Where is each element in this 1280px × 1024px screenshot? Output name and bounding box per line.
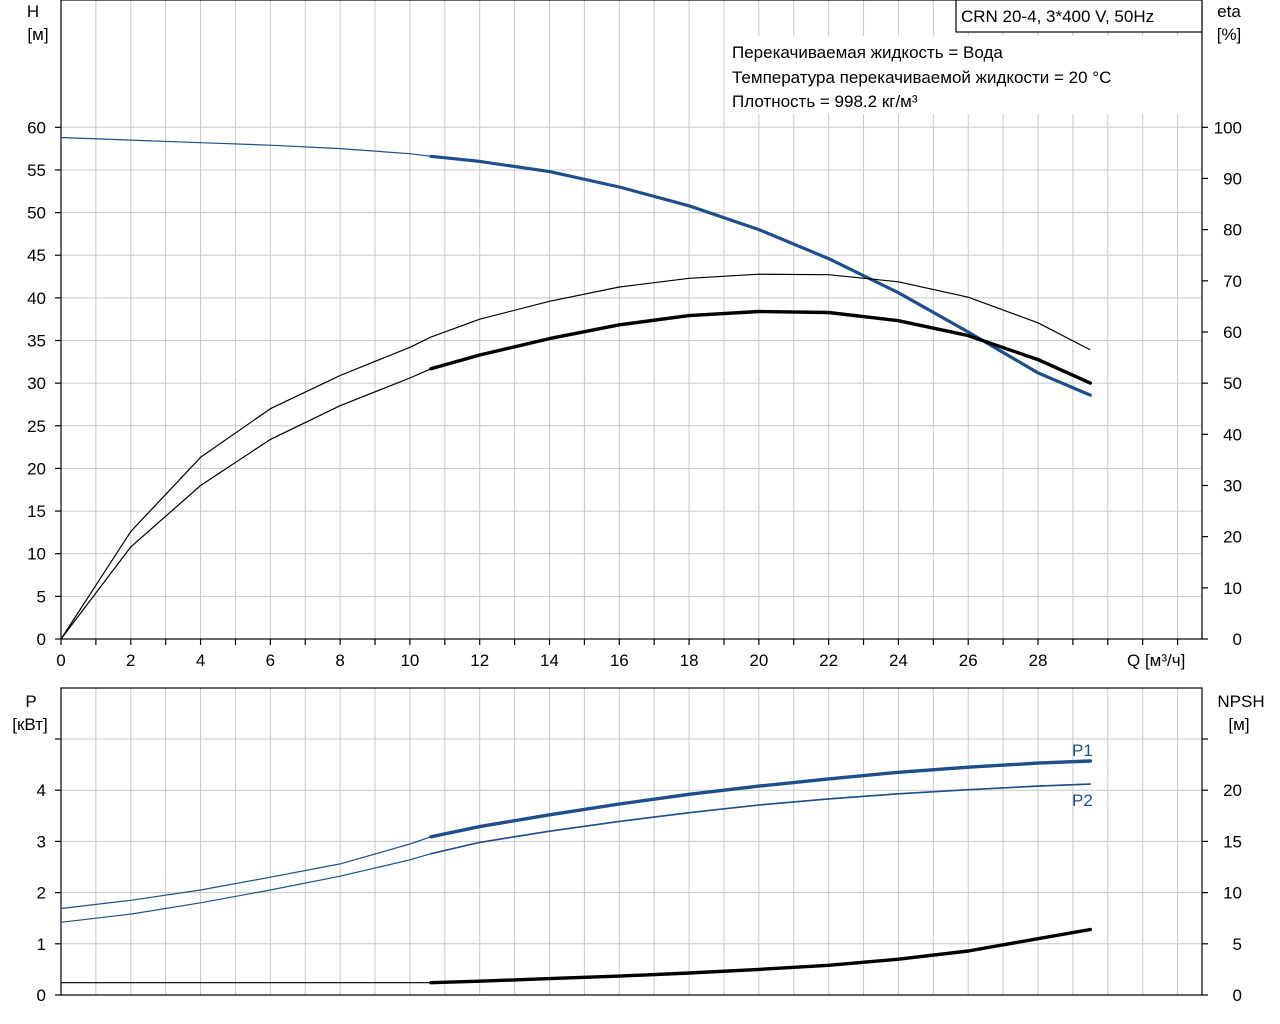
right-tick-label: 20 xyxy=(1223,528,1242,547)
x-tick-label: 12 xyxy=(470,651,489,670)
left-axis-label-bottom-1: P xyxy=(25,692,36,711)
x-tick-label: 20 xyxy=(749,651,768,670)
left-tick-label: 55 xyxy=(27,161,46,180)
series-label-p1: P1 xyxy=(1072,741,1093,760)
left-tick-label: 10 xyxy=(27,545,46,564)
top-tick-labels: 0510152025303540455055600102030405060708… xyxy=(27,118,1242,670)
x-tick-label: 28 xyxy=(1029,651,1048,670)
series-operating-range-0 xyxy=(429,154,1092,397)
left-tick-label: 40 xyxy=(27,289,46,308)
top-plot-frame xyxy=(60,0,1203,640)
right-tick-label: 50 xyxy=(1223,374,1242,393)
x-axis-label: Q [м³/ч] xyxy=(1127,651,1185,670)
info-line-density: Плотность = 998.2 кг/м³ xyxy=(732,92,918,111)
left-tick-label: 3 xyxy=(37,832,46,851)
info-background xyxy=(727,36,1197,114)
series-label-p2: P2 xyxy=(1072,791,1093,810)
left-axis-label-bottom-2: [кВт] xyxy=(12,715,47,734)
left-tick-label: 0 xyxy=(37,630,46,649)
x-tick-label: 14 xyxy=(540,651,559,670)
series-operating-range-P1 xyxy=(429,759,1092,839)
left-tick-label: 35 xyxy=(27,332,46,351)
right-tick-label: 90 xyxy=(1223,169,1242,188)
x-tick-label: 26 xyxy=(959,651,978,670)
top-grid xyxy=(61,0,1202,639)
x-tick-label: 6 xyxy=(266,651,275,670)
left-tick-label: 2 xyxy=(37,884,46,903)
series-operating-range-P2 xyxy=(430,783,1092,855)
x-tick-label: 16 xyxy=(610,651,629,670)
right-axis-label-top-1: eta xyxy=(1217,2,1241,21)
right-tick-label: 40 xyxy=(1223,425,1242,444)
series-operating-range-2 xyxy=(429,927,1092,985)
left-axis-label-top-1: H xyxy=(27,2,39,21)
right-tick-label: 80 xyxy=(1223,221,1242,240)
x-tick-label: 18 xyxy=(680,651,699,670)
right-tick-label: 0 xyxy=(1233,986,1242,1005)
left-tick-label: 15 xyxy=(27,502,46,521)
x-tick-label: 2 xyxy=(126,651,135,670)
left-tick-label: 1 xyxy=(37,935,46,954)
bottom-tick-labels: 0 1 2 3 4 0 5 10 15 20 xyxy=(37,738,1242,1005)
right-tick-label: 60 xyxy=(1223,323,1242,342)
series-curve-1 xyxy=(60,273,1091,640)
info-line-temperature: Температура перекачиваемой жидкости = 20… xyxy=(732,68,1111,87)
left-tick-label: 50 xyxy=(27,204,46,223)
bottom-grid xyxy=(61,688,1202,995)
top-series-group xyxy=(60,136,1092,640)
left-tick-label: 45 xyxy=(27,246,46,265)
x-tick-label: 10 xyxy=(400,651,419,670)
left-tick-label: 25 xyxy=(27,417,46,436)
right-axis-label-top-2: [%] xyxy=(1217,25,1242,44)
info-line-fluid: Перекачиваемая жидкость = Вода xyxy=(732,43,1003,62)
series-operating-range-2 xyxy=(429,309,1092,385)
model-label-box xyxy=(955,0,1203,33)
right-tick-label: 70 xyxy=(1223,272,1242,291)
series-curve-P1 xyxy=(60,760,1091,910)
right-tick-label: 10 xyxy=(1223,884,1242,903)
left-tick-label: 5 xyxy=(37,587,46,606)
model-label: CRN 20-4, 3*400 V, 50Hz xyxy=(961,7,1154,26)
right-tick-label: 100 xyxy=(1214,118,1242,137)
left-tick-label: 60 xyxy=(27,118,46,137)
right-axis-label-bottom-1: NPSH xyxy=(1217,692,1264,711)
right-tick-label: 10 xyxy=(1223,579,1242,598)
x-tick-label: 24 xyxy=(889,651,908,670)
series-curve-P2 xyxy=(60,783,1091,923)
x-tick-label: 0 xyxy=(56,651,65,670)
left-tick-label: 20 xyxy=(27,459,46,478)
left-tick-label: 30 xyxy=(27,374,46,393)
right-tick-label: 0 xyxy=(1233,630,1242,649)
x-tick-label: 22 xyxy=(819,651,838,670)
right-tick-label: 15 xyxy=(1223,832,1242,851)
left-tick-label: 4 xyxy=(37,781,46,800)
bottom-series-group xyxy=(60,759,1092,985)
right-tick-label: 20 xyxy=(1223,781,1242,800)
right-tick-label: 5 xyxy=(1233,935,1242,954)
right-axis-label-bottom-2: [м] xyxy=(1228,715,1249,734)
right-tick-label: 30 xyxy=(1223,476,1242,495)
x-tick-label: 8 xyxy=(335,651,344,670)
left-tick-label: 0 xyxy=(37,986,46,1005)
left-axis-label-top-2: [м] xyxy=(27,25,48,44)
x-tick-label: 4 xyxy=(196,651,205,670)
series-curve-2 xyxy=(60,310,1091,640)
